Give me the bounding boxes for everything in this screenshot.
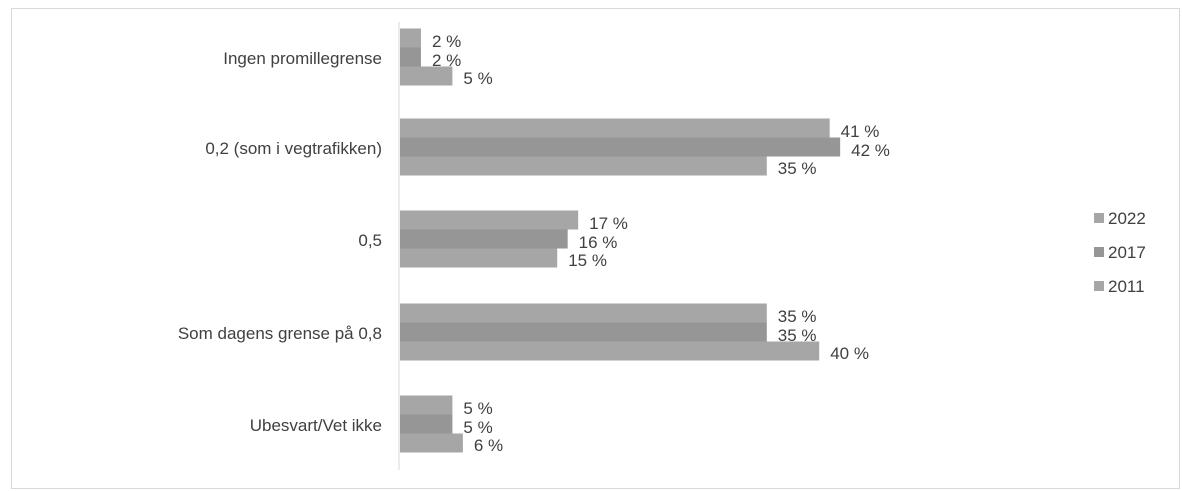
data-label: 2 % (432, 51, 461, 70)
bar-2017 (400, 322, 767, 342)
data-label: 35 % (778, 307, 817, 326)
data-label: 5 % (463, 399, 492, 418)
data-label: 5 % (463, 69, 492, 88)
bar-2011 (400, 341, 820, 361)
legend-label: 2022 (1108, 209, 1146, 228)
legend-swatch-2022 (1094, 213, 1104, 223)
legend: 2022 2017 2011 (1094, 209, 1146, 296)
bar-2017 (400, 414, 453, 434)
category-labels: Ingen promillegrense 0,2 (som i vegtrafik… (178, 49, 382, 435)
category-label: 0,5 (358, 231, 382, 250)
bar-2022 (400, 303, 767, 323)
category-label: Ubesvart/Vet ikke (250, 416, 382, 435)
bar-2017 (400, 137, 841, 157)
legend-swatch-2011 (1094, 281, 1104, 291)
category-label: 0,2 (som i vegtrafikken) (205, 139, 382, 158)
legend-label: 2011 (1108, 277, 1145, 296)
category-label: Ingen promillegrense (223, 49, 382, 68)
data-label: 16 % (579, 233, 618, 252)
bar-2017 (400, 47, 421, 67)
category-label: Som dagens grense på 0,8 (178, 324, 382, 343)
bar-2011 (400, 433, 463, 453)
bars (400, 28, 841, 453)
data-label: 42 % (851, 141, 890, 160)
bar-2011 (400, 66, 453, 86)
bar-2017 (400, 229, 568, 249)
legend-swatch-2017 (1094, 247, 1104, 257)
data-label: 35 % (778, 159, 817, 178)
data-label: 41 % (841, 122, 880, 141)
bar-2022 (400, 210, 579, 230)
bar-2011 (400, 156, 767, 176)
legend-label: 2017 (1108, 243, 1146, 262)
data-label: 2 % (432, 32, 461, 51)
data-label: 40 % (830, 344, 869, 363)
chart-frame (11, 8, 1180, 489)
bar-2011 (400, 248, 558, 268)
data-label: 17 % (589, 214, 628, 233)
data-label: 15 % (568, 251, 607, 270)
bar-2022 (400, 395, 453, 415)
data-label: 35 % (778, 326, 817, 345)
value-labels: 2 %2 %5 %41 %42 %35 %17 %16 %15 %35 %35 … (432, 32, 890, 455)
data-label: 5 % (463, 418, 492, 437)
bar-2022 (400, 118, 830, 138)
bar-2022 (400, 28, 421, 48)
data-label: 6 % (474, 436, 503, 455)
